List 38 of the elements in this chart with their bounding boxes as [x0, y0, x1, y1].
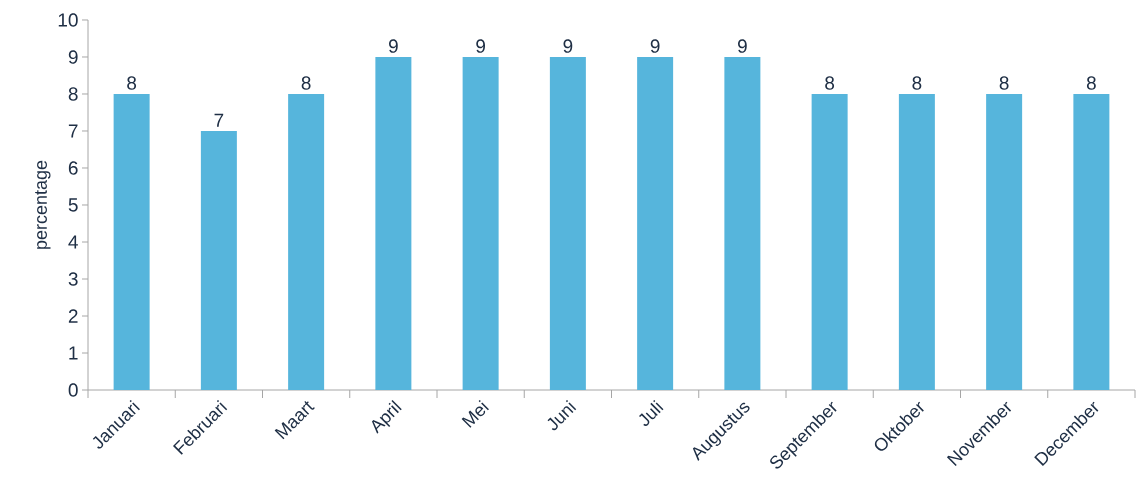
x-tick-label: Juli [639, 399, 664, 426]
data-label: 8 [999, 76, 1009, 90]
data-label: 7 [214, 113, 224, 127]
bar [811, 94, 848, 390]
y-tick-label: 8 [68, 87, 78, 101]
data-label: 8 [1086, 76, 1096, 90]
data-label: 9 [476, 39, 486, 53]
y-axis-title: percentage [35, 160, 51, 249]
data-label: 8 [127, 76, 137, 90]
data-label: 8 [912, 76, 922, 90]
y-tick-label: 1 [69, 346, 78, 360]
y-tick-label: 5 [68, 198, 78, 212]
y-tick-label: 9 [68, 50, 78, 64]
bar [898, 94, 935, 390]
x-tick-label: Mei [461, 399, 489, 428]
data-label: 9 [737, 39, 747, 53]
bar [462, 57, 499, 390]
bar [288, 94, 325, 390]
bar [637, 57, 674, 390]
y-tick-label: 3 [68, 272, 78, 286]
y-tick-label: 7 [68, 124, 78, 138]
y-tick-label: 2 [68, 309, 78, 323]
data-label: 8 [825, 76, 835, 90]
bar [986, 94, 1023, 390]
bar [113, 94, 150, 390]
bar [1073, 94, 1110, 390]
y-tick-label: 10 [58, 13, 78, 27]
data-label: 9 [650, 39, 660, 53]
y-tick-label: 4 [68, 235, 78, 249]
y-tick-label: 6 [68, 161, 78, 175]
data-label: 9 [388, 39, 398, 53]
bar [549, 57, 586, 390]
bar [724, 57, 761, 390]
data-label: 8 [301, 76, 311, 90]
bar [375, 57, 412, 390]
data-label: 9 [563, 39, 573, 53]
y-tick-label: 0 [68, 383, 78, 397]
bar [200, 131, 237, 390]
